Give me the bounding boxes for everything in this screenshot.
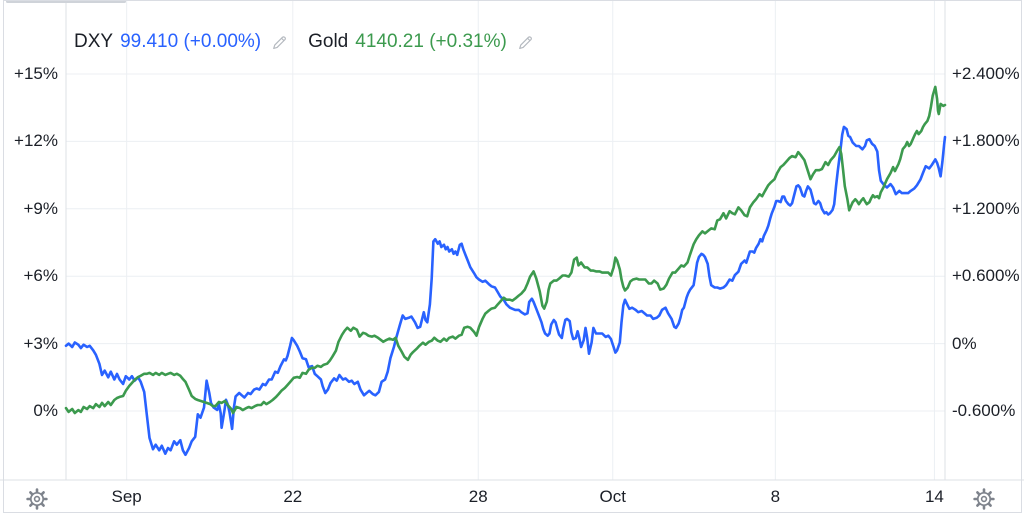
left-price-axis[interactable]: +15% +12% +9% +6% +3% 0% xyxy=(0,0,62,480)
symbol-name: DXY xyxy=(74,31,114,52)
top-scrollbar xyxy=(6,0,126,3)
right-axis-label: -0.600% xyxy=(952,401,1016,420)
left-axis-label: +6% xyxy=(23,266,59,286)
pencil-icon[interactable] xyxy=(271,34,288,51)
time-axis-label: 22 xyxy=(283,487,303,506)
series-line-dxy xyxy=(64,125,947,457)
legend-item-dxy[interactable]: DXY 99.410 (+0.00%) xyxy=(74,31,296,53)
gear-icon[interactable] xyxy=(25,487,49,511)
right-axis-label: +0.600% xyxy=(952,266,1020,286)
time-axis-label: 28 xyxy=(468,487,488,506)
right-axis-label: +2.400% xyxy=(952,64,1020,83)
time-axis-label: 8 xyxy=(770,487,781,506)
time-axis[interactable] xyxy=(66,481,945,513)
left-axis-label: 0% xyxy=(33,401,58,420)
right-axis-label: 0% xyxy=(952,333,977,353)
symbol-name: Gold xyxy=(308,31,349,52)
left-axis-label: +15% xyxy=(14,64,58,83)
symbol-value: 99.410 (+0.00%) xyxy=(120,31,262,52)
symbol-value: 4140.21 (+0.31%) xyxy=(355,31,507,52)
right-axis-label: +1.800% xyxy=(952,131,1020,151)
left-axis-label: +9% xyxy=(23,198,59,218)
pencil-icon[interactable] xyxy=(517,34,534,51)
right-axis-label: +1.200% xyxy=(952,198,1020,218)
right-price-axis[interactable]: +2.400% +1.800% +1.200% +0.600% 0% -0.600% xyxy=(948,0,1024,480)
time-axis-label: Sep xyxy=(111,487,142,506)
series-line-gold xyxy=(64,85,947,415)
gear-icon[interactable] xyxy=(972,487,996,511)
left-axis-label: +12% xyxy=(14,131,58,151)
left-axis-label: +3% xyxy=(23,333,59,353)
legend: DXY 99.410 (+0.00%) Gold 4140.21 (+0.31%… xyxy=(74,31,542,53)
time-axis-label: Oct xyxy=(599,487,626,506)
legend-item-gold[interactable]: Gold 4140.21 (+0.31%) xyxy=(308,31,542,53)
time-axis-label: 14 xyxy=(924,487,944,506)
